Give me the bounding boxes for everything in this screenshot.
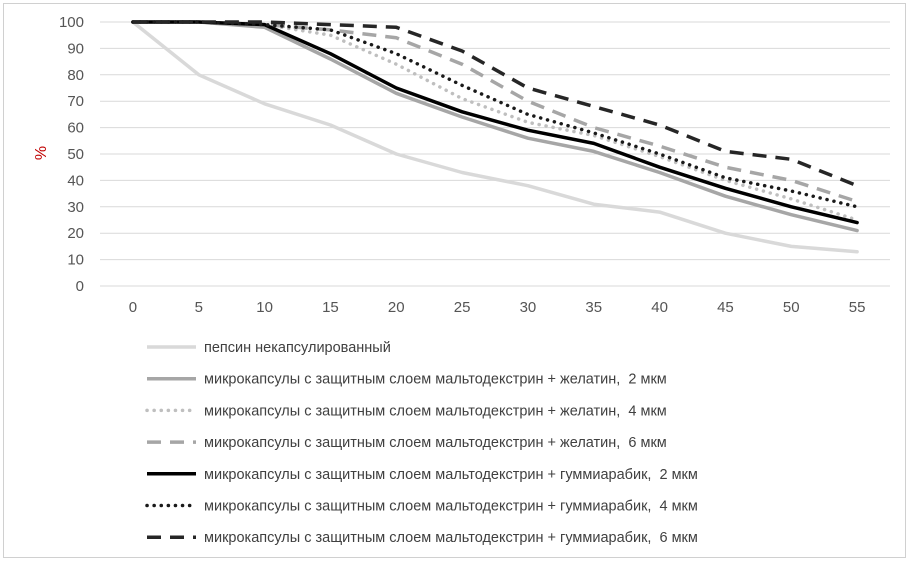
x-tick-label: 0 <box>129 299 137 316</box>
x-tick-label: 5 <box>195 299 203 316</box>
y-tick-label: 90 <box>67 40 84 57</box>
y-tick-label: 50 <box>67 146 84 163</box>
x-tick-label: 35 <box>585 299 602 316</box>
legend-label: микрокапсулы с защитным слоем мальтодекс… <box>204 372 667 388</box>
y-axis-label: % <box>33 146 50 160</box>
series-line-4 <box>132 20 858 204</box>
legend-item: микрокапсулы с защитным слоем мальтодекс… <box>145 403 667 419</box>
y-tick-label: 10 <box>67 252 84 269</box>
legend-label: микрокапсулы с защитным слоем мальтодекс… <box>204 403 667 419</box>
legend-label: микрокапсулы с защитным слоем мальтодекс… <box>204 467 698 483</box>
legend-item: микрокапсулы с защитным слоем мальтодекс… <box>147 372 667 388</box>
y-axis-ticks: 0 10 20 30 40 50 60 70 80 90 100 <box>59 14 84 295</box>
legend-label: микрокапсулы с защитным слоем мальтодекс… <box>204 499 698 515</box>
y-tick-label: 100 <box>59 14 84 31</box>
y-tick-label: 60 <box>67 120 84 137</box>
series-line-7 <box>132 20 858 188</box>
legend-item: пепсин некапсулированный <box>147 340 391 356</box>
x-tick-label: 55 <box>849 299 866 316</box>
x-axis-ticks: 0 5 10 15 20 25 30 35 40 45 50 55 <box>129 299 866 316</box>
y-tick-label: 40 <box>67 172 84 189</box>
legend-label: пепсин некапсулированный <box>204 340 391 356</box>
y-tick-label: 0 <box>76 278 84 295</box>
x-tick-label: 50 <box>783 299 800 316</box>
y-tick-label: 20 <box>67 225 84 242</box>
x-tick-label: 10 <box>256 299 273 316</box>
y-tick-label: 70 <box>67 93 84 110</box>
legend-label: микрокапсулы с защитным слоем мальтодекс… <box>204 435 667 451</box>
series-line-6 <box>131 20 859 209</box>
legend-item: микрокапсулы с защитным слоем мальтодекс… <box>147 467 698 483</box>
legend-item: микрокапсулы с защитным слоем мальтодекс… <box>147 435 667 451</box>
legend-item: микрокапсулы с защитным слоем мальтодекс… <box>147 530 698 546</box>
x-tick-label: 20 <box>388 299 405 316</box>
x-tick-label: 15 <box>322 299 339 316</box>
series-line-2 <box>131 20 859 233</box>
x-tick-label: 30 <box>520 299 537 316</box>
legend-item: микрокапсулы с защитным слоем мальтодекс… <box>145 499 698 515</box>
y-tick-label: 80 <box>67 67 84 84</box>
series-lines <box>131 20 859 254</box>
legend-label: микрокапсулы с защитным слоем мальтодекс… <box>204 530 698 546</box>
x-tick-label: 40 <box>651 299 668 316</box>
legend: пепсин некапсулированный микрокапсулы с з… <box>145 340 698 546</box>
gridlines <box>100 21 890 287</box>
series-line-1 <box>131 20 859 254</box>
y-tick-label: 30 <box>67 199 84 216</box>
chart-frame <box>3 3 906 558</box>
x-tick-label: 25 <box>454 299 471 316</box>
series-line-5 <box>131 20 859 225</box>
x-tick-label: 45 <box>717 299 734 316</box>
